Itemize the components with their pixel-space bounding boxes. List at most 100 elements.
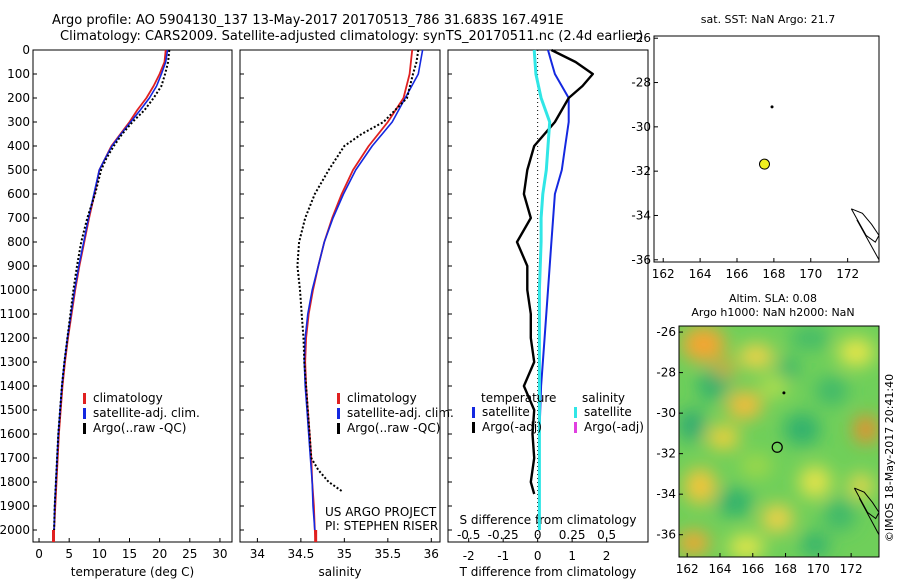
salinity-legend-label: satellite-adj. clim. xyxy=(347,406,454,420)
salinity-axis-tick-label: 35.5 xyxy=(374,547,401,561)
difference-legend-s-header: salinity xyxy=(582,391,625,405)
sla-map-coastline xyxy=(858,497,880,535)
depth-tick-label: 600 xyxy=(7,187,30,201)
salinity-legend-swatch xyxy=(337,408,340,419)
sla-blob xyxy=(679,530,710,555)
difference-legend-s-label: Argo(-adj) xyxy=(584,420,644,434)
sst-map-float-marker xyxy=(758,158,770,170)
temperature-sat-line xyxy=(53,49,169,531)
salinity-bottom-marker xyxy=(314,530,318,542)
sla-map-lon-tick-label: 164 xyxy=(709,562,732,576)
sla-map-lat-tick-label: -28 xyxy=(656,366,676,380)
temperature-axis-tick-label: 25 xyxy=(182,547,197,561)
difference-axis-tick-label: 1 xyxy=(568,549,576,563)
difference-legend-t-swatch xyxy=(472,407,475,418)
sla-blob xyxy=(726,391,763,420)
sla-blob xyxy=(815,376,848,405)
sst-map-lat-tick-label: -30 xyxy=(631,120,651,134)
difference-s-tick-label: -0.25 xyxy=(488,528,519,542)
sla-blob xyxy=(714,360,735,377)
sla-blob xyxy=(740,453,773,478)
salinity-axis-label: salinity xyxy=(318,565,361,579)
temperature-axis-tick-label: 30 xyxy=(212,547,227,561)
header-line-2: Climatology: CARS2009. Satellite-adjuste… xyxy=(60,29,644,44)
temperature-bottom-marker xyxy=(52,530,56,542)
salinity-clim-line xyxy=(304,49,414,543)
sla-blob xyxy=(848,474,873,499)
sla-blob xyxy=(697,368,730,401)
temperature-axis-tick-label: 20 xyxy=(152,547,167,561)
difference-legend-t-swatch xyxy=(472,422,475,433)
salinity-axis-tick-label: 34 xyxy=(250,547,265,561)
sla-blob xyxy=(823,498,856,531)
salinity-axis-tick-label: 35 xyxy=(337,547,352,561)
sla-blob xyxy=(707,425,740,450)
temperature-axis-tick-label: 10 xyxy=(92,547,107,561)
temperature-argo-line xyxy=(53,49,171,531)
sst-map-lon-tick-label: 170 xyxy=(799,267,822,281)
difference-s_sat-line xyxy=(532,49,552,530)
depth-tick-label: 1800 xyxy=(0,475,30,489)
depth-tick-label: 900 xyxy=(7,259,30,273)
sst-map-lat-tick-label: -36 xyxy=(631,253,651,267)
difference-sat-line xyxy=(538,49,570,530)
sla-blob xyxy=(838,338,875,367)
difference-s-tick-label: 0.5 xyxy=(597,528,616,542)
sst-map-coastline xyxy=(850,208,880,243)
depth-tick-label: 400 xyxy=(7,139,30,153)
sla-map-title-line-1: Altim. SLA: 0.08 xyxy=(729,292,817,305)
difference-s-tick-label: 0.25 xyxy=(559,528,586,542)
temperature-legend-label: satellite-adj. clim. xyxy=(93,406,200,420)
temperature-plot-frame xyxy=(32,49,233,543)
difference-legend-s-label: satellite xyxy=(584,405,632,419)
depth-tick-label: 1500 xyxy=(0,403,30,417)
sla-blob xyxy=(716,488,753,517)
sst-map-lat-tick-label: -34 xyxy=(631,208,651,222)
salinity-axis-tick-label: 34.5 xyxy=(288,547,315,561)
sla-map-title-line-2: Argo h1000: NaN h2000: NaN xyxy=(691,306,854,319)
sst-map-aux-point xyxy=(770,105,774,109)
sla-map-lat-tick-label: -36 xyxy=(656,528,676,542)
difference-s-axis-label: S difference from climatology xyxy=(460,513,637,527)
depth-tick-label: 700 xyxy=(7,211,30,225)
depth-tick-label: 0 xyxy=(22,43,30,57)
difference-legend-t-header: temperature xyxy=(481,391,556,405)
temperature-axis-tick-label: 5 xyxy=(65,547,73,561)
depth-tick-label: 1700 xyxy=(0,451,30,465)
sla-map-lat-tick-label: -34 xyxy=(656,487,676,501)
temperature-axis-tick-label: 0 xyxy=(35,547,43,561)
sst-map-lat-tick-label: -28 xyxy=(631,76,651,90)
temperature-legend-swatch xyxy=(83,393,86,404)
sst-map-lon-tick-label: 162 xyxy=(652,267,675,281)
project-annotation: US ARGO PROJECT xyxy=(325,505,437,519)
sla-blobs xyxy=(679,326,878,557)
salinity-legend-label: Argo(..raw -QC) xyxy=(347,421,440,435)
sla-map-frame xyxy=(678,325,880,558)
sla-blob xyxy=(681,326,726,363)
sst-map-title: sat. SST: NaN Argo: 21.7 xyxy=(701,13,835,26)
depth-tick-label: 1300 xyxy=(0,355,30,369)
difference-s-tick-label: 0 xyxy=(534,528,542,542)
sla-blob xyxy=(760,376,789,397)
difference-axis-tick-label: 0 xyxy=(534,549,542,563)
sla-blob xyxy=(783,413,820,446)
salinity-axis-tick-label: 36 xyxy=(424,547,439,561)
temperature-axis-tick-label: 15 xyxy=(122,547,137,561)
depth-tick-label: 800 xyxy=(7,235,30,249)
salinity-legend-swatch xyxy=(337,393,340,404)
sst-map-frame xyxy=(653,35,880,263)
temperature-axis-label: temperature (deg C) xyxy=(71,565,194,579)
temperature-legend-swatch xyxy=(83,423,86,434)
salinity-argo-line xyxy=(296,49,420,493)
temperature-legend-swatch xyxy=(83,408,86,419)
depth-tick-label: 1200 xyxy=(0,331,30,345)
sla-blob xyxy=(684,468,717,505)
sst-map-lat-tick-label: -32 xyxy=(631,164,651,178)
depth-tick-label: 1600 xyxy=(0,427,30,441)
sst-map-lat-tick-label: -26 xyxy=(631,31,651,45)
depth-tick-label: 300 xyxy=(7,115,30,129)
sla-map-lon-tick-label: 170 xyxy=(807,562,830,576)
depth-tick-label: 1000 xyxy=(0,283,30,297)
sla-map-lat-tick-label: -30 xyxy=(656,406,676,420)
